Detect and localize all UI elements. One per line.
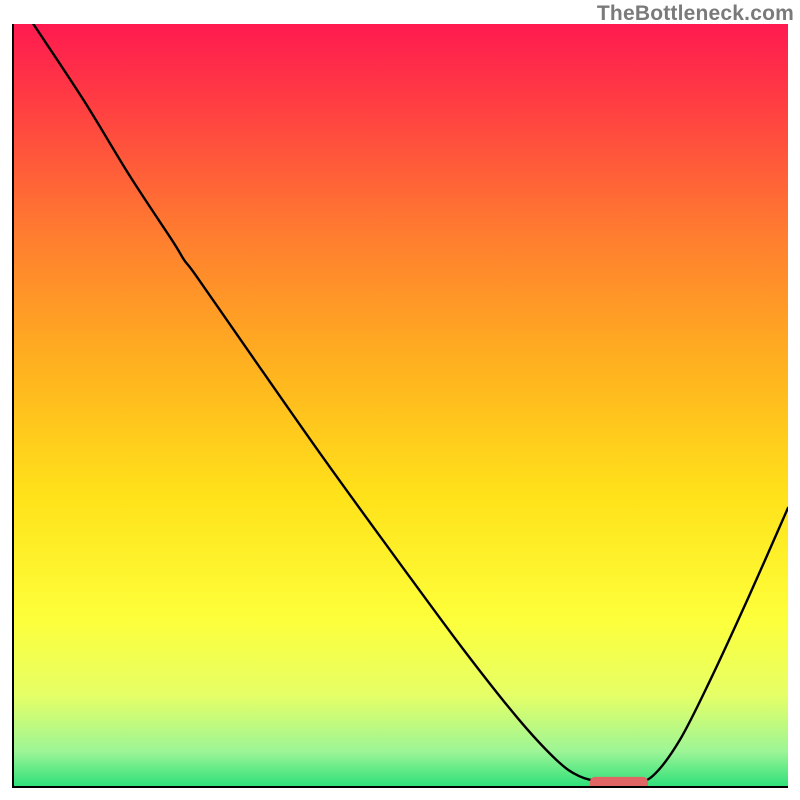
watermark-text: TheBottleneck.com — [597, 2, 794, 26]
chart-svg — [14, 24, 788, 786]
chart-background — [14, 24, 788, 786]
chart-plot-area — [12, 24, 788, 788]
optimal-point-marker — [590, 777, 648, 788]
